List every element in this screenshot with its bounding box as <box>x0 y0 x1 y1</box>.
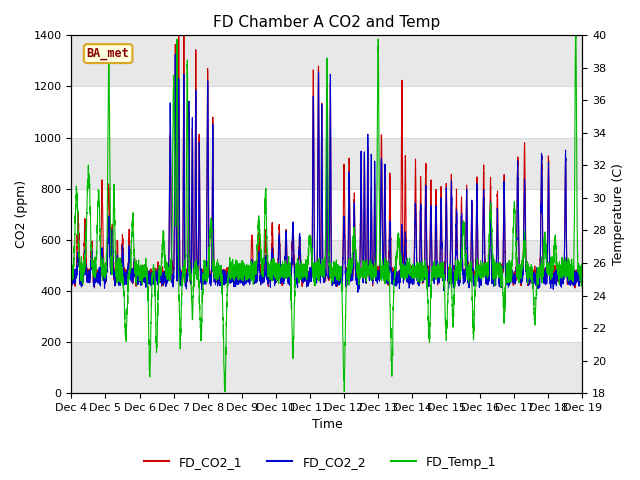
Legend: FD_CO2_1, FD_CO2_2, FD_Temp_1: FD_CO2_1, FD_CO2_2, FD_Temp_1 <box>139 451 501 474</box>
FD_CO2_1 <box>571 285 579 291</box>
FD_CO2_1 <box>413 259 420 265</box>
X-axis label: Time: Time <box>312 419 342 432</box>
Title: FD Chamber A CO2 and Temp: FD Chamber A CO2 and Temp <box>213 15 440 30</box>
Text: BA_met: BA_met <box>87 47 129 60</box>
FD_CO2_2 <box>579 272 586 277</box>
FD_Temp_1 <box>413 271 420 276</box>
Line: FD_CO2_1: FD_CO2_1 <box>72 36 582 288</box>
FD_CO2_1 <box>442 260 449 265</box>
FD_CO2_2 <box>159 274 167 280</box>
FD_CO2_2 <box>413 268 421 274</box>
Line: FD_CO2_2: FD_CO2_2 <box>72 54 582 292</box>
FD_Temp_1 <box>572 33 579 38</box>
FD_Temp_1 <box>159 228 167 233</box>
FD_CO2_1 <box>578 277 586 283</box>
Bar <box>72 36 582 86</box>
FD_CO2_2 <box>172 51 179 57</box>
Bar <box>72 138 582 189</box>
FD_CO2_1 <box>175 33 182 38</box>
FD_CO2_2 <box>578 268 586 274</box>
FD_Temp_1 <box>221 389 228 395</box>
FD_Temp_1 <box>442 316 449 322</box>
Y-axis label: CO2 (ppm): CO2 (ppm) <box>15 180 28 248</box>
FD_CO2_2 <box>308 267 316 273</box>
FD_Temp_1 <box>470 308 478 313</box>
Bar <box>72 342 582 393</box>
FD_CO2_1 <box>68 277 76 283</box>
FD_Temp_1 <box>579 263 586 268</box>
FD_CO2_1 <box>308 269 316 275</box>
FD_CO2_2 <box>442 253 449 259</box>
Y-axis label: Temperature (C): Temperature (C) <box>612 163 625 265</box>
FD_CO2_2 <box>68 280 76 286</box>
FD_CO2_2 <box>470 278 478 284</box>
FD_CO2_1 <box>470 281 478 287</box>
FD_CO2_1 <box>159 279 167 285</box>
Bar <box>72 240 582 291</box>
FD_Temp_1 <box>578 275 586 281</box>
Line: FD_Temp_1: FD_Temp_1 <box>72 36 582 392</box>
FD_Temp_1 <box>68 267 76 273</box>
FD_CO2_2 <box>354 289 362 295</box>
FD_Temp_1 <box>308 251 316 257</box>
FD_CO2_1 <box>579 274 586 279</box>
